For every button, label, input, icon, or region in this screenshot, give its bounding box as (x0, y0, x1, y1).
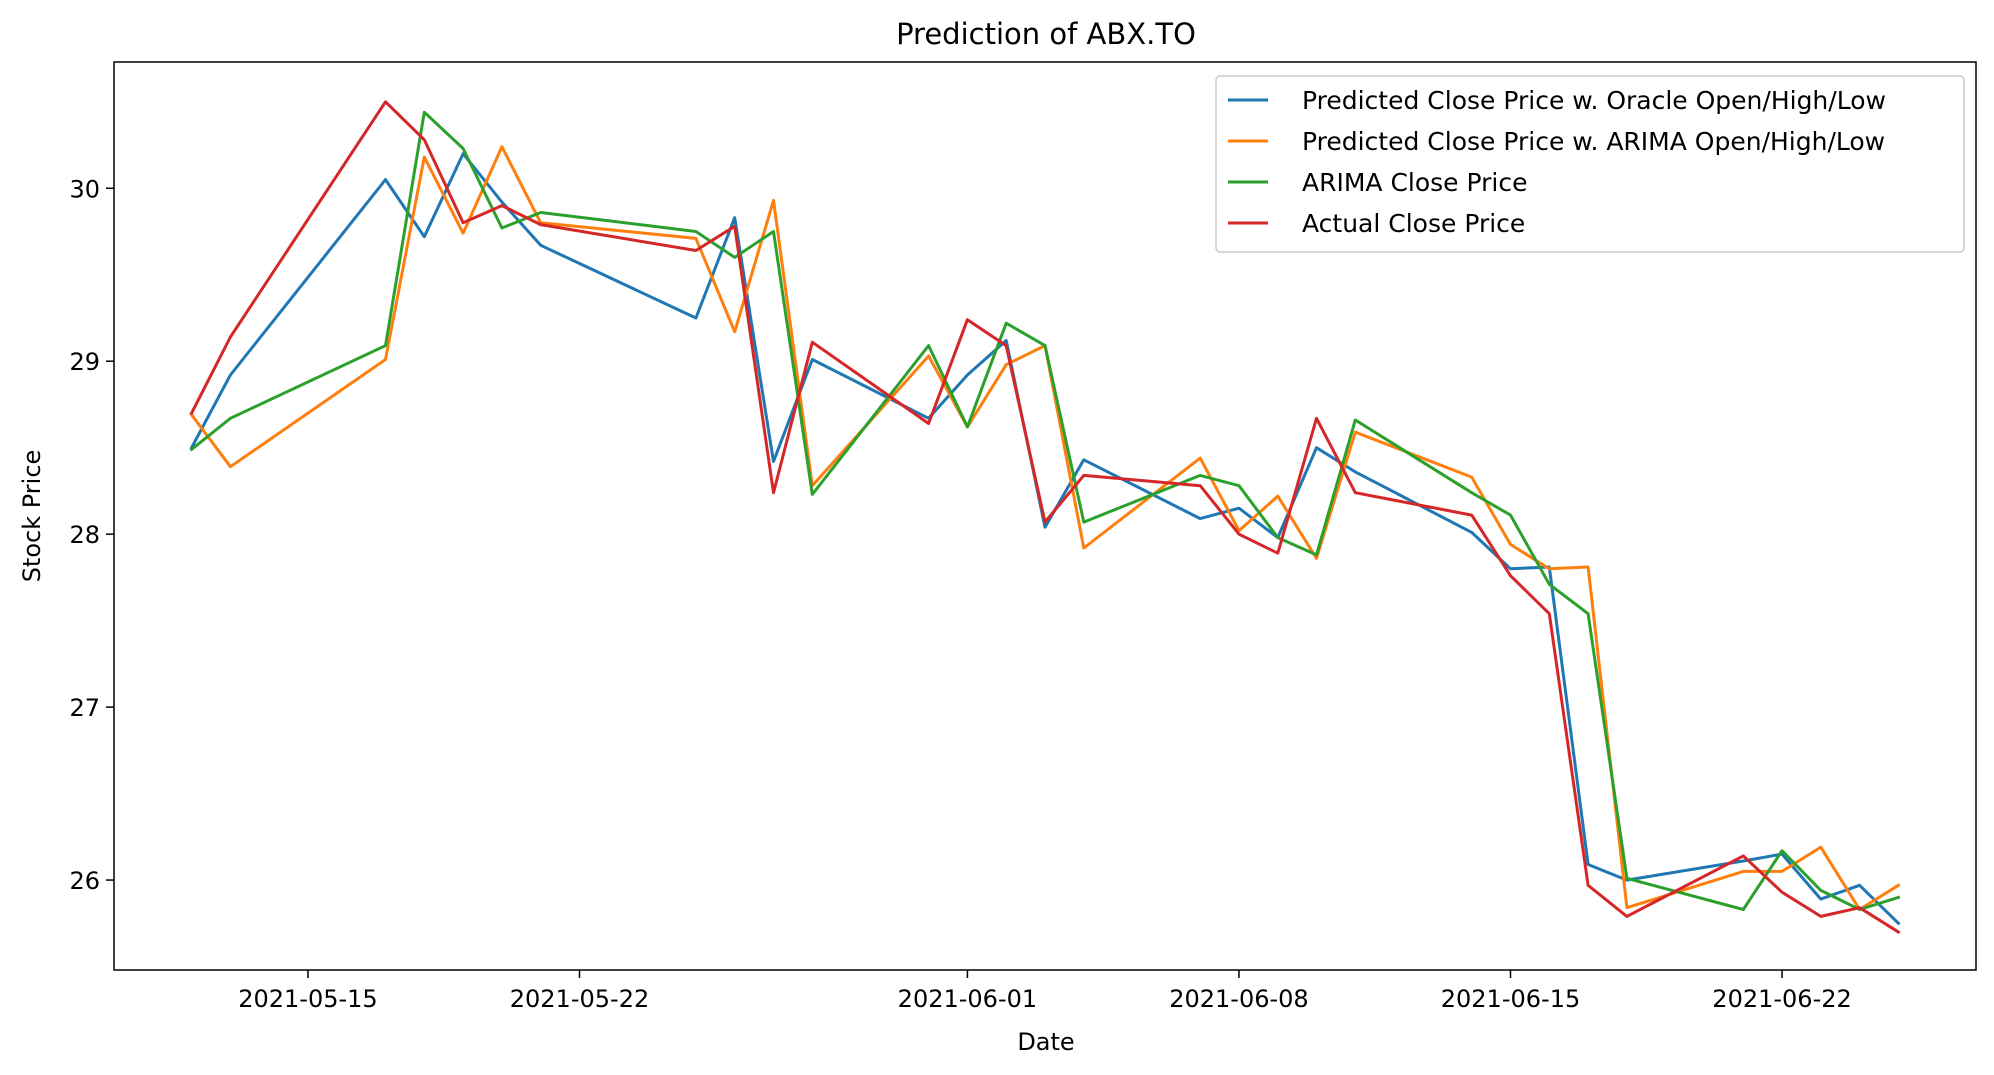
series-layer (189, 100, 1901, 935)
chart-title: Prediction of ABX.TO (896, 17, 1196, 51)
series-line-4 (189, 100, 1901, 935)
legend-label: Predicted Close Price w. ARIMA Open/High… (1302, 127, 1885, 156)
x-tick-label: 2021-05-22 (510, 985, 649, 1013)
x-tick-label: 2021-06-15 (1441, 985, 1580, 1013)
legend: Predicted Close Price w. Oracle Open/Hig… (1215, 75, 1965, 253)
x-tick-label: 2021-05-15 (238, 985, 377, 1013)
x-axis-label: Date (1017, 1028, 1074, 1056)
series-line-1 (189, 152, 1901, 926)
y-axis-label: Stock Price (18, 450, 46, 583)
y-tick-label: 28 (69, 521, 100, 549)
legend-label: ARIMA Close Price (1302, 168, 1528, 197)
series-line-3 (189, 110, 1901, 911)
y-tick-label: 29 (69, 348, 100, 376)
x-tick-label: 2021-06-22 (1712, 985, 1851, 1013)
x-axis: 2021-05-15 2021-05-22 2021-06-01 2021-06-08… (238, 970, 1852, 1013)
legend-label: Actual Close Price (1302, 209, 1525, 238)
plot-frame (113, 61, 1977, 971)
legend-box (1215, 75, 1965, 253)
legend-label: Predicted Close Price w. Oracle Open/Hig… (1302, 86, 1886, 115)
y-axis: 26 27 28 29 30 (69, 175, 114, 895)
y-tick-label: 30 (69, 175, 100, 203)
series-line-2 (189, 145, 1901, 911)
x-tick-label: 2021-06-08 (1169, 985, 1308, 1013)
x-tick-label: 2021-06-01 (898, 985, 1037, 1013)
y-tick-label: 26 (69, 867, 100, 895)
y-tick-label: 27 (69, 694, 100, 722)
